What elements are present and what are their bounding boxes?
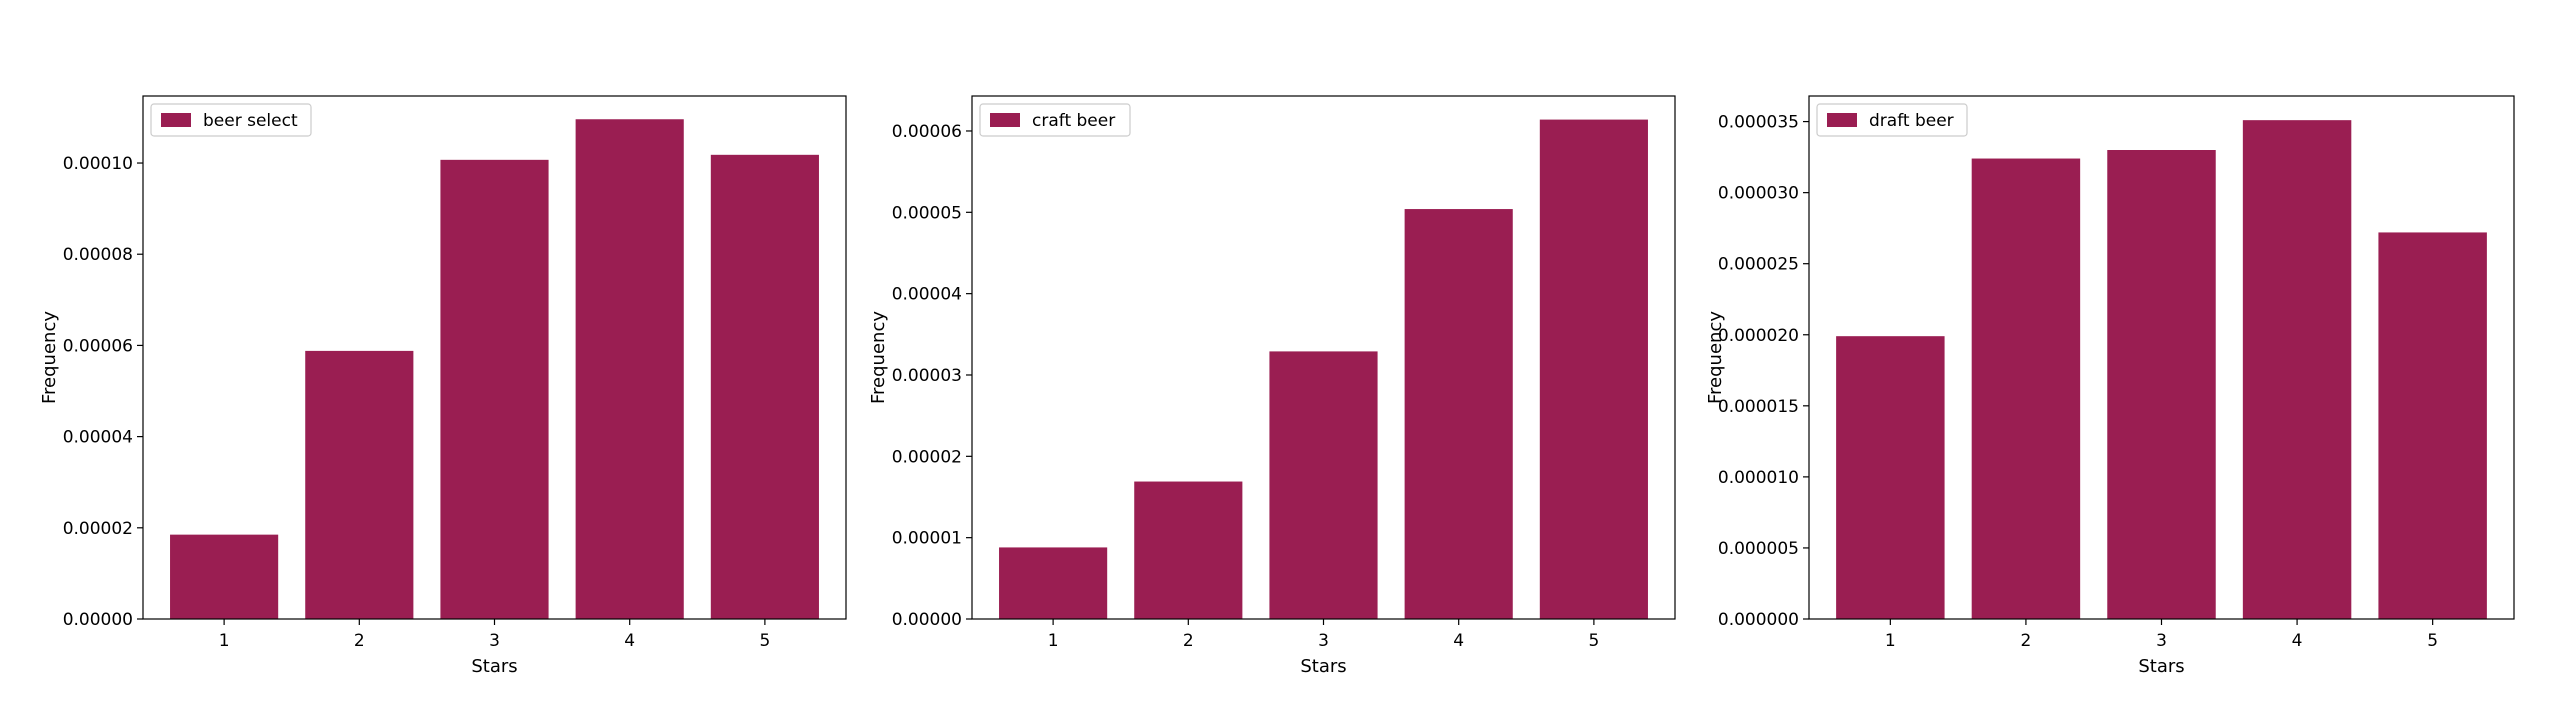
y-tick-label: 0.00002 bbox=[63, 519, 133, 539]
legend-swatch bbox=[161, 113, 191, 127]
bar bbox=[170, 534, 279, 619]
chart-panel-1: 0.00000 0.00002 0.00004 0.00006 0.00008 0.000… bbox=[39, 95, 847, 677]
legend-box bbox=[150, 103, 312, 137]
x-tick-label: 5 bbox=[1588, 631, 1599, 651]
y-tick-label: 0.00000 bbox=[63, 610, 133, 630]
x-tick-label: 2 bbox=[354, 631, 365, 651]
y-axis-label: Frequency bbox=[868, 311, 889, 404]
y-tick-label: 0.000015 bbox=[1718, 397, 1799, 417]
legend-swatch bbox=[1827, 113, 1857, 127]
x-tick-label: 4 bbox=[624, 631, 635, 651]
x-tick-label: 1 bbox=[1048, 631, 1059, 651]
y-tick-label: 0.00005 bbox=[892, 203, 962, 223]
y-tick-label: 0.000000 bbox=[1718, 610, 1799, 630]
bar bbox=[999, 547, 1108, 619]
y-tick-label: 0.00008 bbox=[63, 245, 133, 265]
legend-label: craft beer bbox=[1032, 111, 1115, 131]
bar bbox=[2107, 150, 2216, 619]
legend: craft beer bbox=[979, 103, 1131, 137]
x-tick-label: 2 bbox=[2021, 631, 2032, 651]
bar bbox=[2378, 232, 2487, 619]
y-tick-label: 0.00004 bbox=[892, 285, 962, 305]
y-tick-label: 0.00004 bbox=[63, 428, 133, 448]
bar bbox=[1836, 336, 1945, 619]
x-tick-label: 5 bbox=[759, 631, 770, 651]
x-axis-label: Stars bbox=[471, 656, 517, 677]
chart-panel-2: 0.00000 0.00001 0.00002 0.00003 0.00004 0.000… bbox=[868, 95, 1676, 677]
y-tick-label: 0.000025 bbox=[1718, 255, 1799, 275]
x-tick-label: 1 bbox=[219, 631, 230, 651]
y-tick-label: 0.00002 bbox=[892, 447, 962, 467]
bar bbox=[1134, 481, 1243, 619]
x-tick-label: 3 bbox=[2156, 631, 2167, 651]
bar bbox=[1971, 158, 2081, 620]
y-tick-label: 0.000005 bbox=[1718, 539, 1799, 559]
legend: draft beer bbox=[1816, 103, 1968, 137]
legend-box bbox=[1816, 103, 1968, 137]
y-tick-label: 0.00006 bbox=[892, 122, 962, 142]
x-tick-label: 3 bbox=[489, 631, 500, 651]
chart-panel-3: 0.000000 0.000005 0.000010 0.000015 0.000020… bbox=[1705, 95, 2515, 677]
bar bbox=[575, 119, 684, 619]
legend-label: beer select bbox=[203, 111, 298, 131]
y-tick-label: 0.000010 bbox=[1718, 468, 1799, 488]
x-tick-label: 5 bbox=[2427, 631, 2438, 651]
y-tick-label: 0.00000 bbox=[892, 610, 962, 630]
y-tick-label: 0.00006 bbox=[63, 336, 133, 356]
bar bbox=[1404, 209, 1513, 620]
bar bbox=[1269, 351, 1378, 619]
legend-box bbox=[979, 103, 1131, 137]
y-tick-label: 0.00010 bbox=[63, 154, 133, 174]
bar bbox=[440, 159, 549, 619]
legend-swatch bbox=[990, 113, 1020, 127]
bar bbox=[2242, 120, 2352, 619]
bar bbox=[1539, 119, 1648, 620]
y-axis-label: Frequency bbox=[1705, 311, 1726, 404]
y-axis-label: Frequency bbox=[39, 311, 60, 404]
bar bbox=[305, 350, 414, 619]
y-tick-label: 0.000020 bbox=[1718, 326, 1799, 346]
x-tick-label: 4 bbox=[1453, 631, 1464, 651]
y-tick-label: 0.00001 bbox=[892, 529, 962, 549]
y-tick-label: 0.00003 bbox=[892, 366, 962, 386]
x-tick-label: 2 bbox=[1183, 631, 1194, 651]
x-axis-label: Stars bbox=[1300, 656, 1346, 677]
x-tick-label: 3 bbox=[1318, 631, 1329, 651]
y-tick-label: 0.000035 bbox=[1718, 113, 1799, 133]
legend-label: draft beer bbox=[1869, 111, 1954, 131]
x-tick-label: 4 bbox=[2292, 631, 2303, 651]
x-tick-label: 1 bbox=[1885, 631, 1896, 651]
bar bbox=[710, 154, 819, 619]
legend: beer select bbox=[150, 103, 312, 137]
x-axis-label: Stars bbox=[2138, 656, 2184, 677]
y-tick-label: 0.000030 bbox=[1718, 184, 1799, 204]
